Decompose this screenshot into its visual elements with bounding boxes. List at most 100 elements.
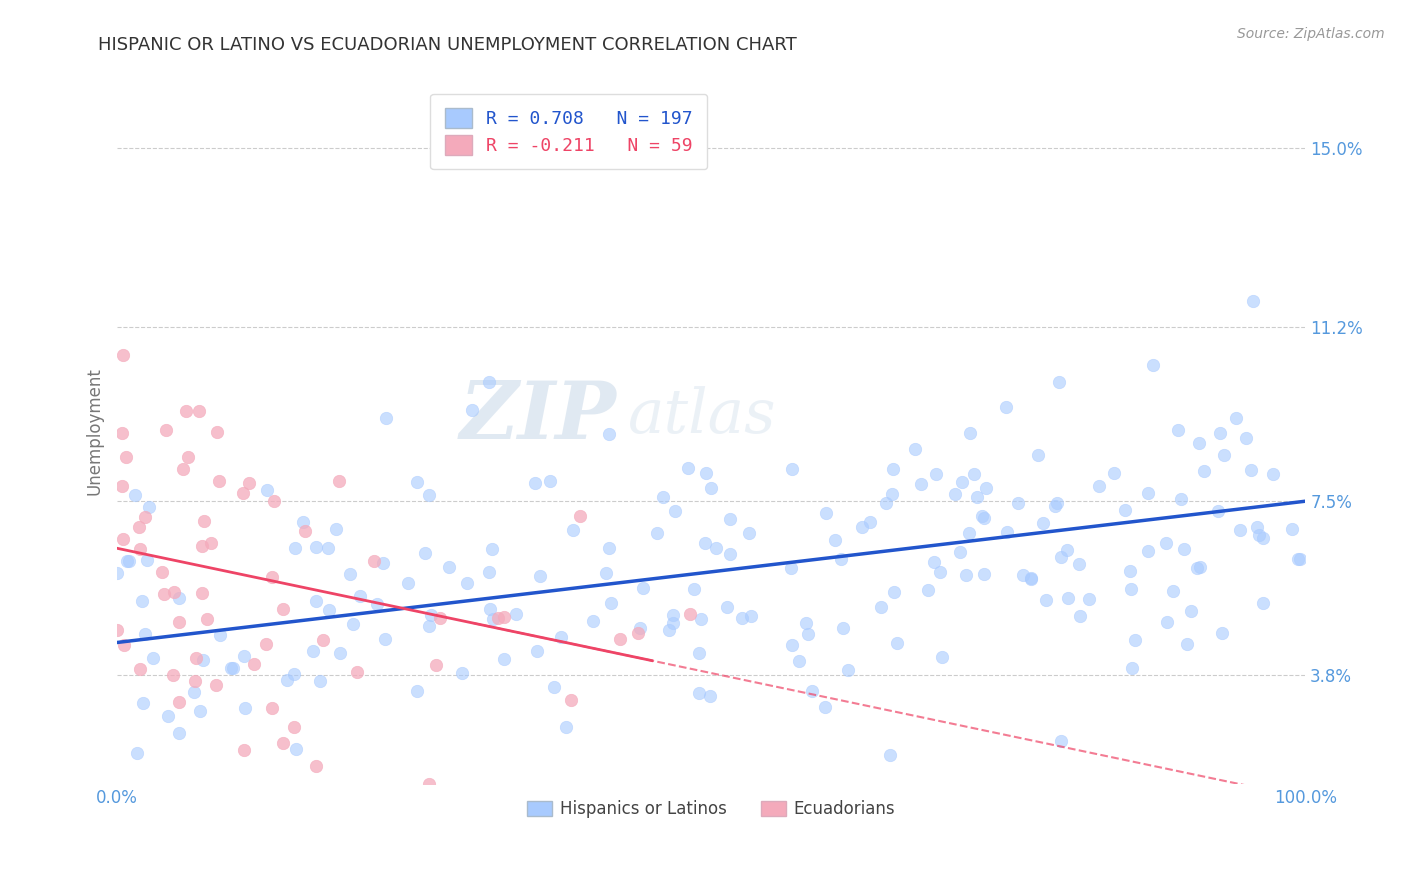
Point	[543, 680, 565, 694]
Point	[1047, 375, 1070, 389]
Point	[105, 566, 128, 580]
Point	[1188, 560, 1211, 574]
Point	[529, 568, 551, 582]
Point	[486, 611, 509, 625]
Point	[1142, 358, 1164, 372]
Point	[609, 632, 631, 646]
Point	[169, 591, 191, 605]
Point	[346, 665, 368, 679]
Point	[271, 602, 294, 616]
Point	[1050, 734, 1073, 748]
Point	[814, 700, 837, 714]
Point	[931, 650, 953, 665]
Point	[283, 720, 305, 734]
Point	[1170, 492, 1192, 507]
Point	[1123, 633, 1146, 648]
Point	[128, 520, 150, 534]
Point	[973, 510, 995, 524]
Point	[1240, 463, 1263, 477]
Point	[482, 612, 505, 626]
Point	[232, 649, 254, 664]
Point	[1246, 520, 1268, 534]
Point	[737, 526, 759, 541]
Point	[851, 519, 873, 533]
Point	[599, 596, 621, 610]
Point	[195, 613, 218, 627]
Point	[1069, 608, 1091, 623]
Point	[886, 636, 908, 650]
Point	[374, 632, 396, 646]
Point	[291, 515, 314, 529]
Y-axis label: Unemployment: Unemployment	[86, 367, 103, 494]
Point	[305, 594, 328, 608]
Point	[917, 583, 939, 598]
Point	[125, 746, 148, 760]
Point	[193, 514, 215, 528]
Point	[875, 496, 897, 510]
Point	[950, 475, 973, 490]
Point	[1234, 431, 1257, 445]
Point	[135, 553, 157, 567]
Legend: Hispanics or Latinos, Ecuadorians: Hispanics or Latinos, Ecuadorians	[520, 794, 903, 825]
Point	[420, 607, 443, 622]
Point	[309, 673, 332, 688]
Point	[461, 403, 484, 417]
Point	[188, 404, 211, 418]
Point	[172, 462, 194, 476]
Point	[112, 638, 135, 652]
Point	[1225, 411, 1247, 425]
Point	[262, 701, 284, 715]
Point	[966, 490, 988, 504]
Point	[118, 554, 141, 568]
Point	[1281, 522, 1303, 536]
Point	[406, 475, 429, 489]
Point	[366, 597, 388, 611]
Point	[957, 526, 980, 541]
Point	[492, 652, 515, 666]
Point	[974, 481, 997, 495]
Point	[188, 704, 211, 718]
Point	[995, 524, 1018, 539]
Point	[824, 533, 846, 548]
Point	[1209, 425, 1232, 440]
Point	[437, 560, 460, 574]
Point	[191, 653, 214, 667]
Point	[232, 743, 254, 757]
Point	[1032, 516, 1054, 530]
Point	[1188, 436, 1211, 450]
Point	[695, 536, 717, 550]
Point	[256, 483, 278, 498]
Point	[222, 661, 245, 675]
Point	[925, 467, 948, 481]
Point	[112, 347, 135, 361]
Point	[1011, 568, 1033, 582]
Point	[554, 720, 576, 734]
Point	[156, 709, 179, 723]
Point	[1057, 591, 1080, 605]
Point	[169, 615, 191, 629]
Point	[418, 777, 440, 791]
Point	[943, 487, 966, 501]
Point	[124, 487, 146, 501]
Point	[208, 628, 231, 642]
Point	[163, 585, 186, 599]
Point	[129, 541, 152, 556]
Point	[1035, 593, 1057, 607]
Point	[972, 509, 994, 524]
Point	[740, 609, 762, 624]
Point	[1154, 536, 1177, 550]
Point	[132, 696, 155, 710]
Point	[662, 607, 685, 622]
Point	[238, 476, 260, 491]
Point	[560, 693, 582, 707]
Point	[283, 666, 305, 681]
Point	[1185, 561, 1208, 575]
Point	[1211, 626, 1233, 640]
Point	[492, 610, 515, 624]
Point	[479, 601, 502, 615]
Point	[205, 678, 228, 692]
Point	[1167, 423, 1189, 437]
Point	[191, 539, 214, 553]
Point	[830, 552, 852, 566]
Text: HISPANIC OR LATINO VS ECUADORIAN UNEMPLOYMENT CORRELATION CHART: HISPANIC OR LATINO VS ECUADORIAN UNEMPLO…	[98, 36, 797, 54]
